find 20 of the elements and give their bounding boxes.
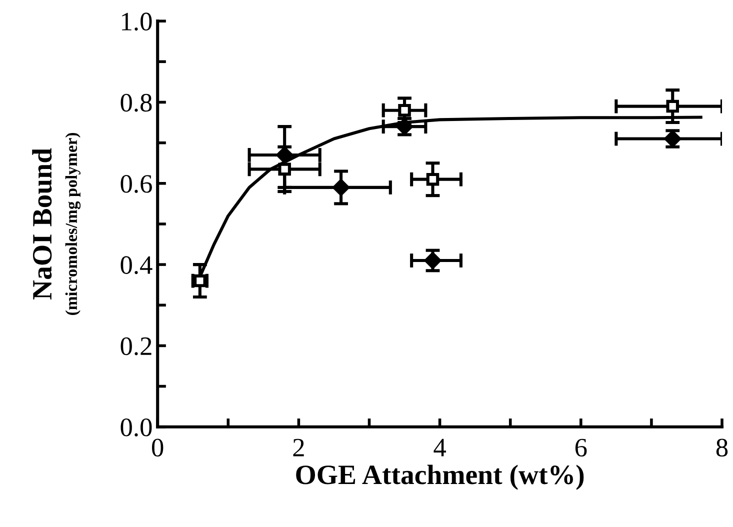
- y-tick-label: 0.0: [120, 418, 152, 436]
- y-tick-label: 0.8: [120, 94, 152, 112]
- point: [398, 104, 411, 117]
- point: [278, 162, 291, 176]
- point: [426, 172, 440, 186]
- point: [276, 146, 293, 164]
- x-tick-label: 0: [152, 438, 164, 457]
- y-tick-label: 1.0: [122, 12, 152, 31]
- x-tick-label: 4: [434, 438, 446, 456]
- x-tick-label: 2: [293, 438, 304, 456]
- x-axis-title: OGE Attachment (wt%): [296, 464, 584, 490]
- x-tick-label: 6: [575, 438, 587, 457]
- y-tick-label: 0.2: [120, 337, 152, 356]
- y-tick-label: 0.6: [120, 175, 152, 193]
- point: [424, 252, 442, 269]
- y-tick-label: 0.4: [120, 256, 152, 274]
- x-tick-label: 8: [716, 438, 728, 457]
- y-axis-title: NaOI Bound (micromoles/mg polymer): [32, 132, 81, 315]
- point: [332, 179, 350, 196]
- point: [666, 100, 680, 113]
